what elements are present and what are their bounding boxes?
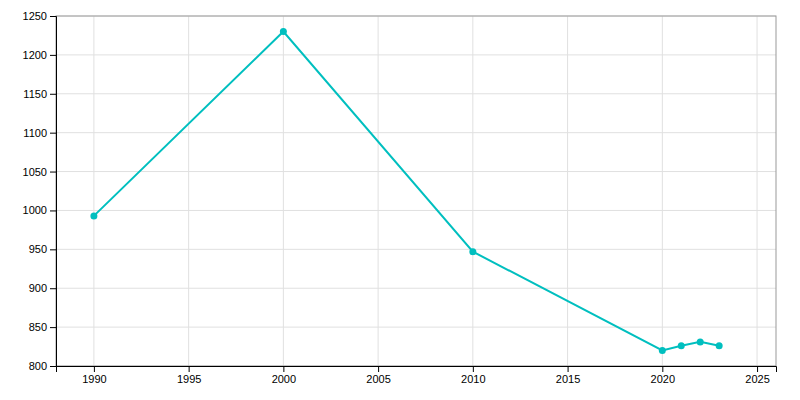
marker bbox=[716, 342, 723, 349]
line bbox=[94, 32, 719, 351]
y-tick: 800 bbox=[29, 360, 56, 372]
y-tick-mark bbox=[50, 133, 56, 134]
marks bbox=[90, 28, 722, 354]
grid-line-x bbox=[283, 16, 284, 366]
y-tick: 1200 bbox=[23, 49, 56, 61]
x-tick: 1990 bbox=[82, 366, 106, 385]
grid-line-y bbox=[56, 54, 776, 55]
grid-line-y bbox=[56, 93, 776, 94]
y-tick-label: 1200 bbox=[23, 49, 47, 61]
x-axis: 1990 1995 2000 2005 2010 2015 2020 2025 bbox=[57, 366, 777, 385]
x-tick-label: 2005 bbox=[366, 373, 390, 385]
grid-line-x bbox=[472, 16, 473, 366]
x-axis-line bbox=[57, 367, 777, 373]
x-tick-mark bbox=[568, 366, 569, 372]
grid-line-x bbox=[378, 16, 379, 366]
x-tick: 2010 bbox=[461, 366, 485, 385]
x-tick: 2025 bbox=[745, 366, 769, 385]
marker bbox=[659, 347, 666, 354]
y-tick-mark bbox=[50, 366, 56, 367]
grid-line-y bbox=[56, 288, 776, 289]
x-tick-label: 2020 bbox=[651, 373, 675, 385]
x-tick: 1995 bbox=[177, 366, 201, 385]
x-tick: 2000 bbox=[272, 366, 296, 385]
y-tick: 1250 bbox=[23, 10, 56, 22]
grid-line-x bbox=[662, 16, 663, 366]
x-tick: 2020 bbox=[651, 366, 675, 385]
y-tick-label: 800 bbox=[29, 360, 47, 372]
x-tick-mark bbox=[662, 366, 663, 372]
y-tick-label: 1050 bbox=[23, 166, 47, 178]
y-tick: 950 bbox=[29, 243, 56, 255]
y-tick-label: 950 bbox=[29, 243, 47, 255]
grid-line-x bbox=[567, 16, 568, 366]
x-tick-label: 1990 bbox=[82, 373, 106, 385]
x-tick-mark bbox=[94, 366, 95, 372]
y-tick-label: 850 bbox=[29, 321, 47, 333]
marker bbox=[697, 338, 704, 345]
marker bbox=[90, 212, 97, 219]
x-tick-mark bbox=[189, 366, 190, 372]
x-tick: 2015 bbox=[556, 366, 580, 385]
x-tick-label: 2015 bbox=[556, 373, 580, 385]
x-tick-mark bbox=[473, 366, 474, 372]
y-tick: 850 bbox=[29, 321, 56, 333]
grid-line-x bbox=[93, 16, 94, 366]
y-tick: 1100 bbox=[23, 127, 56, 139]
x-tick-label: 2025 bbox=[745, 373, 769, 385]
chart: 1990 1995 2000 2005 2010 2015 2020 2025 800 850 90… bbox=[0, 0, 800, 400]
y-tick: 1050 bbox=[23, 166, 56, 178]
y-tick-mark bbox=[50, 16, 56, 17]
y-tick-label: 1100 bbox=[23, 127, 47, 139]
grid-line-y bbox=[56, 327, 776, 328]
x-tick-label: 2000 bbox=[272, 373, 296, 385]
y-tick-label: 900 bbox=[29, 282, 47, 294]
grid-line-y bbox=[56, 249, 776, 250]
plot-frame bbox=[56, 16, 776, 366]
y-tick-mark bbox=[50, 210, 56, 211]
grid-line-y bbox=[56, 171, 776, 172]
grid-line-x bbox=[757, 16, 758, 366]
grid-line-y bbox=[56, 132, 776, 133]
y-tick-mark bbox=[50, 172, 56, 173]
y-tick-mark bbox=[50, 94, 56, 95]
marker bbox=[678, 342, 685, 349]
x-tick-mark bbox=[757, 366, 758, 372]
y-tick-mark bbox=[50, 55, 56, 56]
y-axis: 800 850 900 950 1000 1050 1100 1150 1200 1250 bbox=[23, 10, 57, 372]
y-tick-mark bbox=[50, 327, 56, 328]
x-tick-mark bbox=[283, 366, 284, 372]
y-tick-label: 1000 bbox=[23, 204, 47, 216]
marker bbox=[469, 248, 476, 255]
y-axis-line bbox=[50, 17, 57, 367]
y-tick-mark bbox=[50, 288, 56, 289]
grid-line-y bbox=[56, 210, 776, 211]
grid-line-x bbox=[188, 16, 189, 366]
marker bbox=[280, 28, 287, 35]
y-tick: 1150 bbox=[23, 88, 56, 100]
x-tick-label: 2010 bbox=[461, 373, 485, 385]
x-tick-label: 1995 bbox=[177, 373, 201, 385]
y-tick: 1000 bbox=[23, 204, 56, 216]
y-tick: 900 bbox=[29, 282, 56, 294]
plot: 1990 1995 2000 2005 2010 2015 2020 2025 800 850 90… bbox=[23, 10, 777, 385]
x-tick: 2005 bbox=[366, 366, 390, 385]
y-tick-label: 1250 bbox=[23, 10, 47, 22]
x-tick-mark bbox=[378, 366, 379, 372]
y-tick-mark bbox=[50, 249, 56, 250]
y-tick-label: 1150 bbox=[23, 88, 47, 100]
grid bbox=[56, 16, 776, 366]
